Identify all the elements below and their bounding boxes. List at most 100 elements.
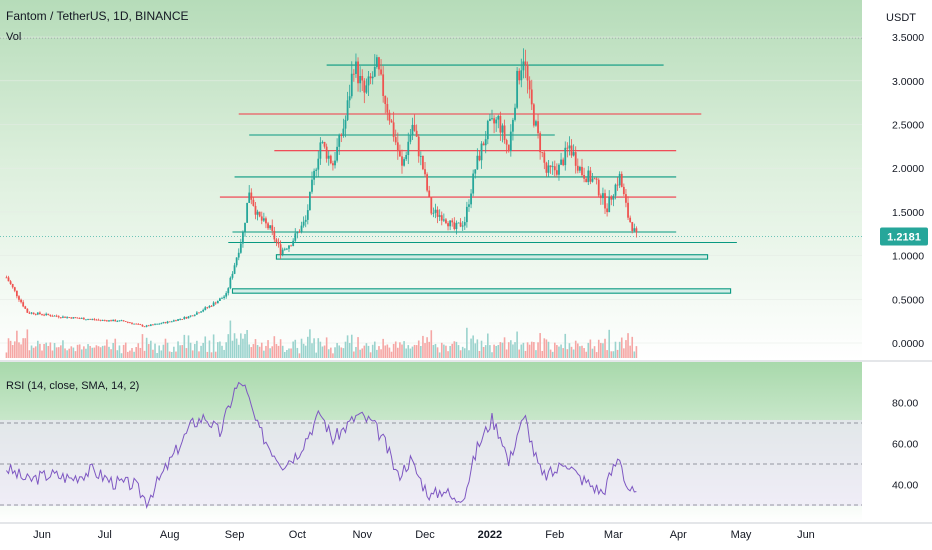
volume-bar (246, 329, 248, 358)
volume-bar (577, 343, 579, 358)
candle-body (336, 146, 339, 161)
volume-bar (89, 345, 91, 358)
volume-bar (208, 340, 211, 358)
candle-body (62, 316, 64, 318)
candle-body (440, 215, 443, 221)
volume-bar (279, 339, 282, 358)
candle-body (495, 119, 498, 124)
candle-body (15, 290, 18, 297)
volume-bar (49, 342, 52, 358)
candle-body (438, 215, 441, 217)
volume-bar (510, 340, 512, 358)
volume-bar (179, 345, 181, 358)
volume-bar (41, 350, 43, 358)
candle-body (390, 120, 393, 123)
x-tick-label: Jul (98, 529, 112, 541)
candle-body (401, 156, 403, 166)
volume-bar (183, 334, 186, 358)
candle-body (535, 121, 537, 126)
candle-body (248, 192, 251, 203)
candle-body (631, 222, 634, 231)
candle-body (22, 302, 25, 307)
candle-body (36, 312, 39, 315)
candle-body (501, 125, 504, 133)
candle-body (265, 218, 267, 224)
volume-bar (627, 333, 629, 358)
candle-body (445, 219, 447, 224)
candle-body (612, 195, 615, 200)
volume-bar (422, 335, 424, 358)
candle-body (618, 173, 621, 186)
volume-bar (114, 338, 117, 358)
volume-bar (472, 335, 474, 358)
volume-bar (300, 338, 303, 358)
price-tick-label: 1.0000 (892, 251, 924, 263)
volume-bar (355, 346, 357, 358)
candle-body (365, 85, 368, 93)
volume-bar (325, 337, 328, 358)
candle-body (555, 170, 558, 175)
volume-bar (520, 344, 523, 358)
volume-bar (399, 342, 401, 358)
volume-bar (478, 350, 481, 358)
volume-bar (225, 342, 227, 358)
candle-body (283, 248, 286, 250)
candle-body (524, 61, 527, 65)
candle-body (352, 73, 355, 75)
candle-body (514, 107, 516, 120)
price-tick-label: 3.5000 (892, 32, 924, 44)
candle-body (97, 319, 100, 321)
volume-bar (78, 344, 81, 358)
candle-body (114, 319, 117, 322)
price-tick-label: 2.0000 (892, 163, 924, 175)
volume-bar (191, 350, 194, 358)
volume-bar (568, 343, 571, 358)
candle-body (489, 118, 491, 121)
volume-bar (202, 342, 204, 358)
volume-bar (392, 343, 395, 358)
candle-body (70, 317, 73, 319)
volume-bar (124, 342, 127, 358)
candle-body (214, 302, 217, 304)
volume-bar (497, 344, 500, 358)
candle-body (258, 211, 261, 217)
volume-bar (99, 347, 102, 358)
volume-bar (175, 351, 177, 358)
volume-bar (189, 342, 192, 358)
volume-bar (384, 345, 387, 358)
candle-body (126, 321, 129, 323)
volume-bar (135, 347, 137, 358)
volume-bar (187, 335, 190, 358)
volume-bar (572, 349, 575, 358)
candle-body (576, 165, 579, 171)
candle-body (85, 319, 87, 321)
candle-body (202, 309, 205, 312)
candle-body (66, 317, 69, 319)
candle-body (160, 323, 163, 325)
candle-body (593, 178, 596, 180)
candle-body (507, 144, 510, 151)
candle-body (110, 320, 112, 322)
volume-bar (168, 351, 171, 358)
volume-bar (595, 352, 598, 358)
candle-body (59, 317, 62, 319)
volume-bar (367, 345, 370, 358)
candle-body (187, 316, 190, 319)
volume-bar (503, 337, 506, 358)
candle-body (591, 178, 594, 182)
candle-body (338, 134, 341, 147)
candle-body (346, 100, 349, 120)
volume-bar (185, 348, 188, 358)
candle-body (476, 155, 479, 170)
candle-body (223, 296, 225, 298)
candle-body (419, 155, 422, 157)
volume-bar (348, 342, 351, 358)
volume-bar (131, 348, 133, 358)
candle-body (193, 314, 196, 316)
candle-body (7, 277, 10, 282)
candle-body (396, 142, 399, 152)
volume-bar (18, 342, 20, 358)
candle-body (105, 320, 108, 322)
volume-bar (505, 349, 508, 358)
volume-bar (361, 348, 364, 358)
